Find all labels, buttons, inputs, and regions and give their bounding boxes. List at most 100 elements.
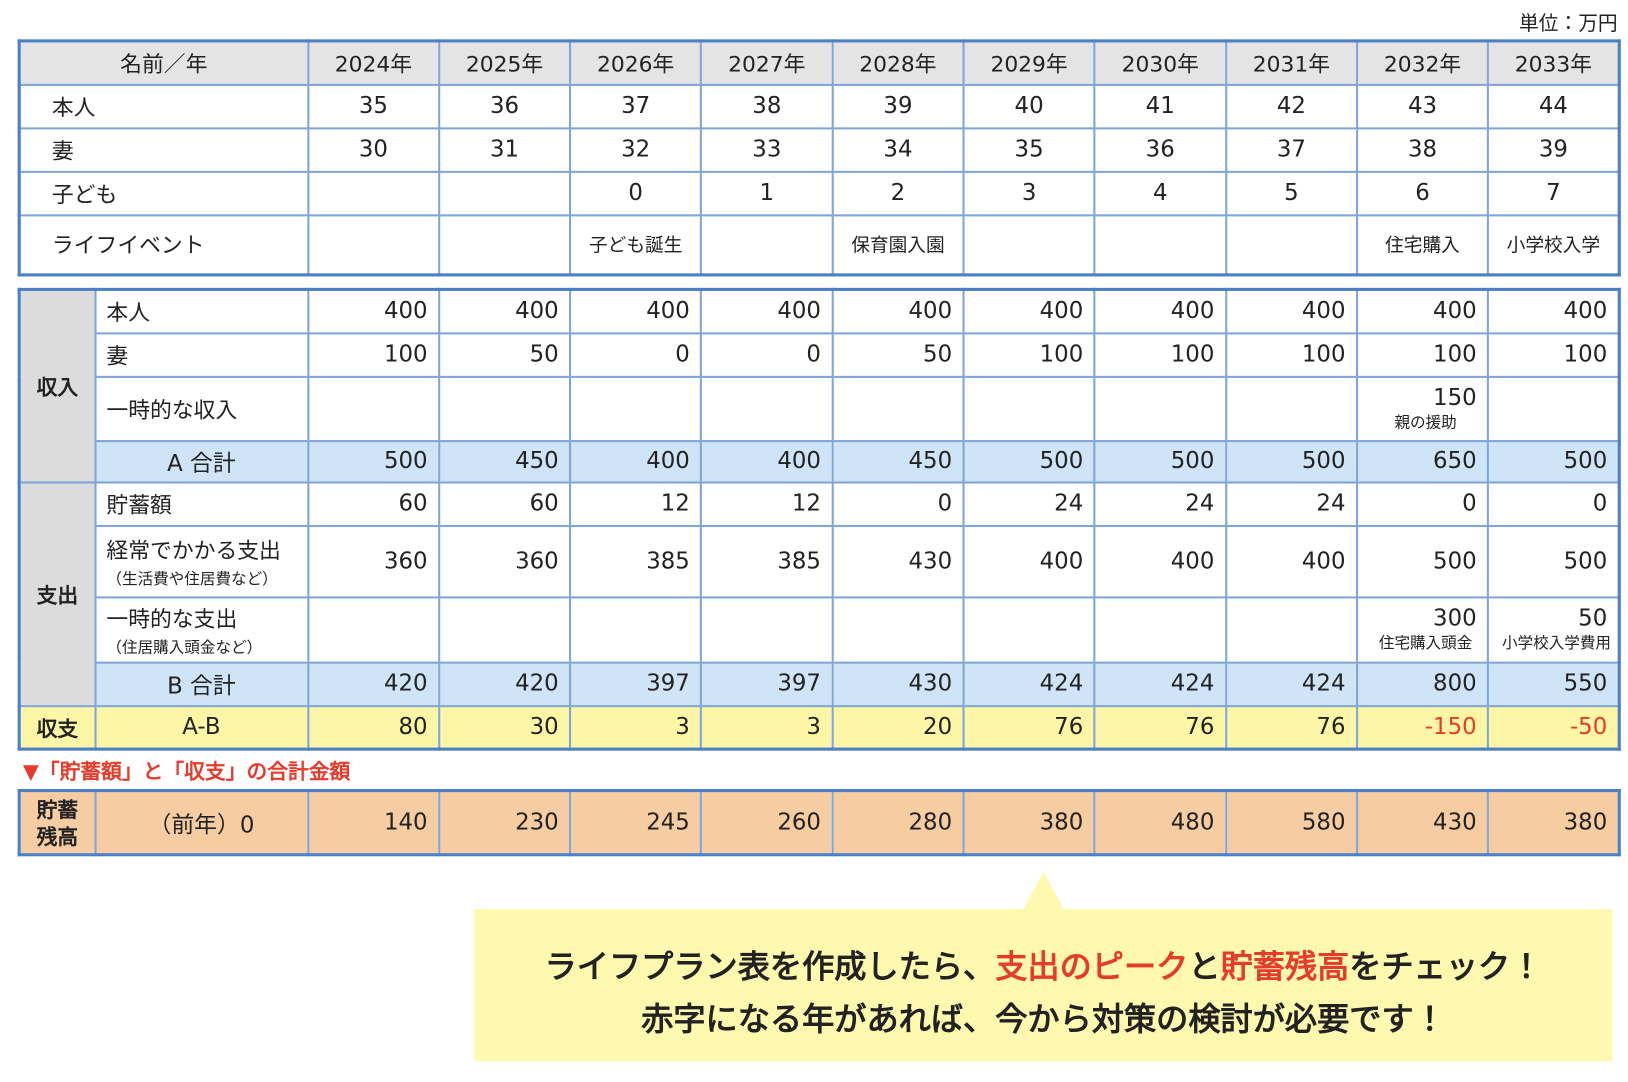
value: 380 bbox=[1563, 809, 1608, 836]
value-cell: 500 bbox=[306, 439, 441, 484]
finance-row: 収入 本人 400 400 400 400 400 400 400 400 400 400 bbox=[18, 288, 1621, 484]
value-cell: -50 bbox=[1487, 704, 1621, 751]
age: 39 bbox=[883, 93, 913, 120]
value-cell: 60 bbox=[306, 480, 441, 527]
value: 400 bbox=[1170, 298, 1215, 325]
value-cell: 80 bbox=[306, 704, 441, 751]
value-cell: 150 親の援助 bbox=[1355, 375, 1490, 442]
value: 400 bbox=[1039, 298, 1084, 325]
value-cell: 260 bbox=[700, 789, 834, 856]
age: 6 bbox=[1415, 180, 1430, 207]
value-cell: 12 bbox=[700, 480, 834, 527]
value: 400 bbox=[1563, 298, 1608, 325]
value-cell bbox=[569, 375, 703, 442]
value: 500 bbox=[1563, 448, 1608, 475]
value-cell: 400 bbox=[1224, 524, 1358, 598]
value: 397 bbox=[777, 670, 821, 697]
finance-row: 一時的な収入 150 親の援助 bbox=[19, 375, 1621, 442]
value-cell: 424 bbox=[1224, 661, 1358, 707]
unit-label: 単位：万円 bbox=[1519, 12, 1618, 36]
finance-row: 一時的な支出 （住居購入頭金など） 300 住宅購入頭金 50 小学校入学費用 bbox=[19, 595, 1621, 664]
value-cell: 550 bbox=[1487, 661, 1621, 707]
value-cell: 50 bbox=[831, 331, 965, 378]
value-cell: 100 bbox=[1093, 331, 1227, 378]
callout-text: をチェック！ bbox=[1349, 948, 1543, 986]
value: 50 bbox=[923, 341, 953, 368]
total-row: B 合計 420 420 397 397 430 424 424 424 800 550 bbox=[19, 661, 1621, 707]
value: -50 bbox=[1569, 714, 1608, 741]
row-sublabel: （生活費や住居費など） bbox=[106, 568, 278, 588]
cell bbox=[437, 170, 572, 216]
value: 430 bbox=[908, 548, 953, 575]
age: 2 bbox=[890, 180, 906, 207]
value-note: 親の援助 bbox=[1394, 412, 1457, 432]
row-sublabel: （住居購入頭金など） bbox=[106, 637, 263, 656]
cell: 36 bbox=[437, 83, 572, 129]
cell: 36 bbox=[1093, 126, 1227, 173]
row-label: 経常でかかる支出 （生活費や住居費など） bbox=[93, 524, 309, 598]
value-cell: 400 bbox=[306, 288, 441, 334]
value-cell: 3 bbox=[700, 704, 834, 751]
savings-start: （前年）0 bbox=[93, 789, 309, 856]
profile-table: 名前／年 2024年 2025年 2026年 2027年 2028年 2029年 2030年 2… bbox=[17, 39, 1621, 277]
savings-label-line: 貯蓄 bbox=[36, 796, 79, 822]
group-label: 収支 bbox=[18, 704, 97, 751]
header-cell: 2025年 bbox=[437, 39, 572, 86]
value: 360 bbox=[383, 548, 428, 575]
value-cell: 400 bbox=[569, 439, 703, 484]
row-label: 本人 bbox=[93, 288, 309, 334]
value: 260 bbox=[777, 809, 821, 836]
value-cell: 0 bbox=[569, 331, 703, 378]
cell bbox=[1224, 213, 1358, 276]
cell: 43 bbox=[1355, 83, 1490, 129]
value-cell: 100 bbox=[1224, 331, 1358, 378]
value: 400 bbox=[1433, 298, 1477, 325]
value-cell: 400 bbox=[1355, 288, 1490, 334]
value-cell: 424 bbox=[1093, 661, 1227, 707]
cell: 2 bbox=[831, 170, 965, 216]
value: 385 bbox=[646, 548, 690, 575]
row-label: ライフイベント bbox=[18, 213, 309, 276]
value: 400 bbox=[646, 298, 690, 325]
age: 37 bbox=[1276, 136, 1306, 163]
value: 500 bbox=[1039, 448, 1084, 475]
value-cell bbox=[306, 595, 441, 664]
value: 100 bbox=[1563, 341, 1608, 368]
value: 430 bbox=[908, 670, 953, 697]
value-cell: 385 bbox=[569, 524, 703, 598]
cell: 31 bbox=[437, 126, 572, 173]
value: -150 bbox=[1424, 714, 1477, 741]
value-cell: 245 bbox=[569, 789, 703, 856]
value-cell: 430 bbox=[831, 661, 965, 707]
value-cell: 76 bbox=[962, 704, 1096, 751]
age: 39 bbox=[1538, 136, 1568, 163]
value-cell: 400 bbox=[1093, 288, 1227, 334]
cell: 33 bbox=[700, 126, 834, 173]
value-cell: 580 bbox=[1224, 789, 1358, 856]
cell: 3 bbox=[962, 170, 1096, 216]
header-cell: 2031年 bbox=[1224, 39, 1358, 86]
value-cell bbox=[437, 595, 572, 664]
row-label-text: 経常でかかる支出 bbox=[106, 537, 281, 563]
value-cell: 76 bbox=[1093, 704, 1227, 751]
profile-row: 妻 30 31 32 33 34 35 36 37 38 39 bbox=[18, 126, 1621, 173]
value: 24 bbox=[1054, 490, 1084, 517]
cell: 1 bbox=[700, 170, 834, 216]
value-cell: 450 bbox=[437, 439, 572, 484]
age: 1 bbox=[759, 180, 775, 207]
value: 24 bbox=[1316, 490, 1346, 517]
value-cell: 400 bbox=[1093, 524, 1227, 598]
value-cell: 3 bbox=[569, 704, 703, 751]
event-text: 住宅購入 bbox=[1385, 235, 1460, 258]
finance-table: 収入 本人 400 400 400 400 400 400 400 400 400 400 妻 100 50… bbox=[17, 287, 1621, 751]
value: 450 bbox=[908, 448, 953, 475]
value-cell: 430 bbox=[1355, 789, 1490, 856]
value-cell bbox=[831, 375, 965, 442]
cell: 保育園入園 bbox=[831, 213, 965, 276]
cell: 4 bbox=[1093, 170, 1227, 216]
value-cell: 380 bbox=[962, 789, 1096, 856]
age: 42 bbox=[1276, 93, 1306, 120]
value-cell: 450 bbox=[831, 439, 965, 484]
value: 100 bbox=[1301, 341, 1346, 368]
